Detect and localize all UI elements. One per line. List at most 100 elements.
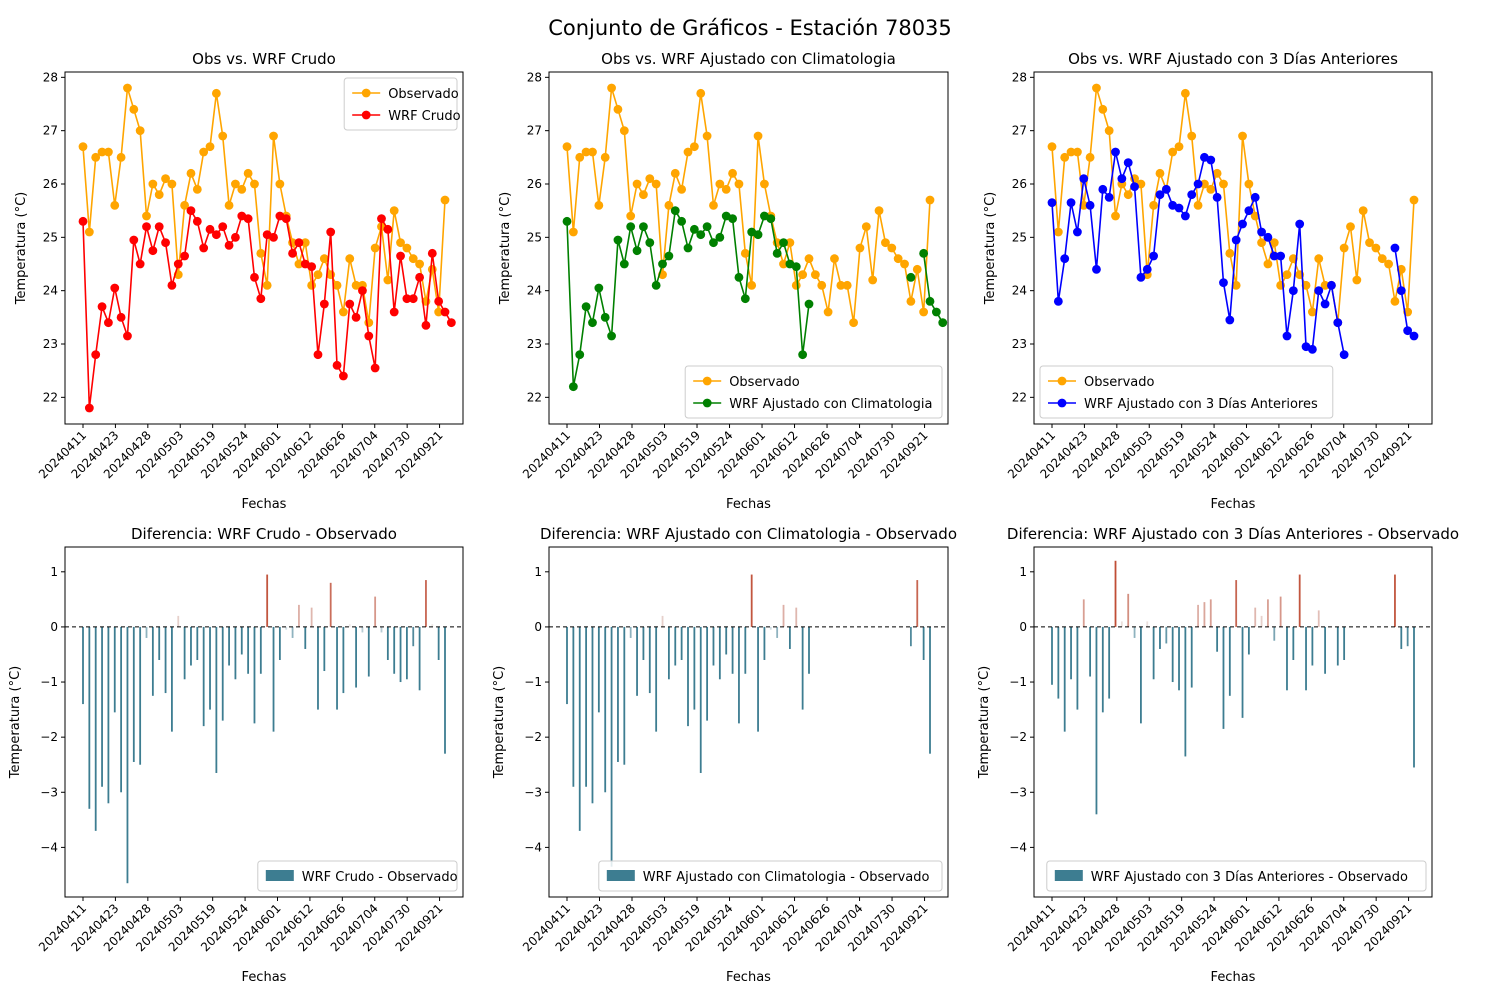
observado-point	[307, 280, 317, 290]
line-chart-panel-2: 2223242526272820240411202404232024042820…	[498, 50, 949, 512]
y-tick-label: 22	[1012, 390, 1027, 404]
observado-point	[1200, 179, 1209, 189]
observado-point	[408, 254, 418, 264]
observado-point	[1346, 222, 1355, 232]
model-point	[383, 224, 393, 234]
observado-point	[218, 131, 228, 141]
model-point	[211, 230, 221, 240]
model-point	[351, 312, 361, 322]
y-tick-label: 22	[43, 390, 58, 404]
observado-point	[568, 227, 578, 237]
legend-marker	[1057, 398, 1067, 408]
diff-bar	[183, 626, 186, 680]
model-point	[224, 240, 234, 250]
diff-bar	[782, 604, 785, 627]
diff-bar	[310, 607, 313, 627]
observado-point	[677, 184, 687, 194]
diff-bar	[247, 626, 250, 674]
y-axis-label: Temperatura (°C)	[983, 192, 998, 305]
diff-bar	[1070, 626, 1072, 680]
model-point	[766, 214, 776, 224]
observado-point	[670, 168, 680, 178]
diff-bar	[1305, 626, 1307, 691]
legend-marker	[702, 376, 712, 386]
diff-bar	[329, 582, 332, 627]
model-point	[715, 232, 725, 242]
y-tick-label: 0	[534, 620, 542, 634]
observado-point	[1180, 88, 1190, 98]
model-point	[1193, 179, 1203, 189]
model-point	[639, 222, 648, 232]
observado-point	[1174, 142, 1184, 152]
model-point	[1333, 318, 1343, 328]
diff-bar	[444, 626, 446, 754]
diff-bar	[253, 626, 256, 724]
diff-bar	[285, 626, 288, 630]
observado-point	[747, 280, 757, 290]
diff-bar	[572, 626, 575, 787]
diff-bar	[1190, 626, 1193, 688]
diff-bar	[1063, 626, 1066, 732]
diff-bar	[763, 626, 766, 660]
model-point	[1231, 235, 1241, 245]
y-tick-label: 25	[43, 230, 58, 244]
observado-point	[1168, 147, 1178, 157]
model-point	[389, 307, 399, 317]
x-axis-label: Fechas	[242, 970, 287, 985]
diff-bar	[1336, 626, 1339, 666]
y-tick-label: 27	[527, 124, 542, 138]
diff-bar	[623, 626, 626, 765]
legend: Observado WRF Crudo	[343, 77, 461, 131]
observado-point	[300, 238, 310, 248]
model-point	[256, 294, 266, 304]
model-point	[1257, 227, 1266, 237]
diff-bar	[1082, 599, 1085, 627]
diff-bar	[922, 626, 925, 660]
diff-bar	[1286, 626, 1288, 691]
model-point	[664, 251, 674, 261]
diff-bar	[240, 626, 243, 655]
y-tick-label: 23	[527, 337, 542, 351]
observado-point	[887, 243, 897, 253]
legend-label: WRF Ajustado con Climatologia - Observad…	[643, 870, 930, 885]
diff-bar	[617, 626, 619, 762]
observado-point	[1390, 296, 1400, 306]
model-point	[1307, 344, 1317, 354]
y-tick-label: −3	[1009, 785, 1027, 799]
observado-point	[110, 200, 120, 210]
observado-point	[1371, 243, 1381, 253]
model-point	[594, 283, 604, 293]
diff-bar	[126, 626, 129, 884]
y-tick-label: −4	[524, 840, 542, 854]
model-point	[779, 238, 788, 248]
model-point	[626, 222, 636, 232]
diff-bar	[190, 626, 192, 666]
diff-bar	[1235, 580, 1238, 627]
model-point	[1282, 331, 1292, 341]
diff-bar	[234, 626, 237, 680]
model-point	[568, 382, 578, 392]
diff-bar	[667, 626, 670, 680]
diff-bar	[1152, 626, 1155, 680]
diff-bar	[597, 626, 600, 713]
model-point	[129, 235, 139, 245]
model-point	[906, 272, 916, 282]
observado-point	[632, 179, 642, 189]
observado-point	[721, 184, 731, 194]
diff-bar	[604, 626, 607, 793]
diff-bar	[712, 626, 715, 666]
model-point	[91, 350, 101, 360]
model-point	[613, 235, 623, 245]
legend-frame	[1039, 365, 1334, 419]
observado-point	[715, 179, 725, 189]
observado-point	[199, 147, 209, 157]
diff-bar	[1209, 599, 1212, 627]
model-point	[1187, 190, 1197, 200]
y-tick-label: −2	[1009, 730, 1027, 744]
model-point	[180, 251, 190, 261]
observado-point	[651, 179, 661, 189]
axes-frame	[64, 71, 464, 425]
diff-bar	[1089, 626, 1092, 677]
diff-bar	[916, 580, 919, 627]
